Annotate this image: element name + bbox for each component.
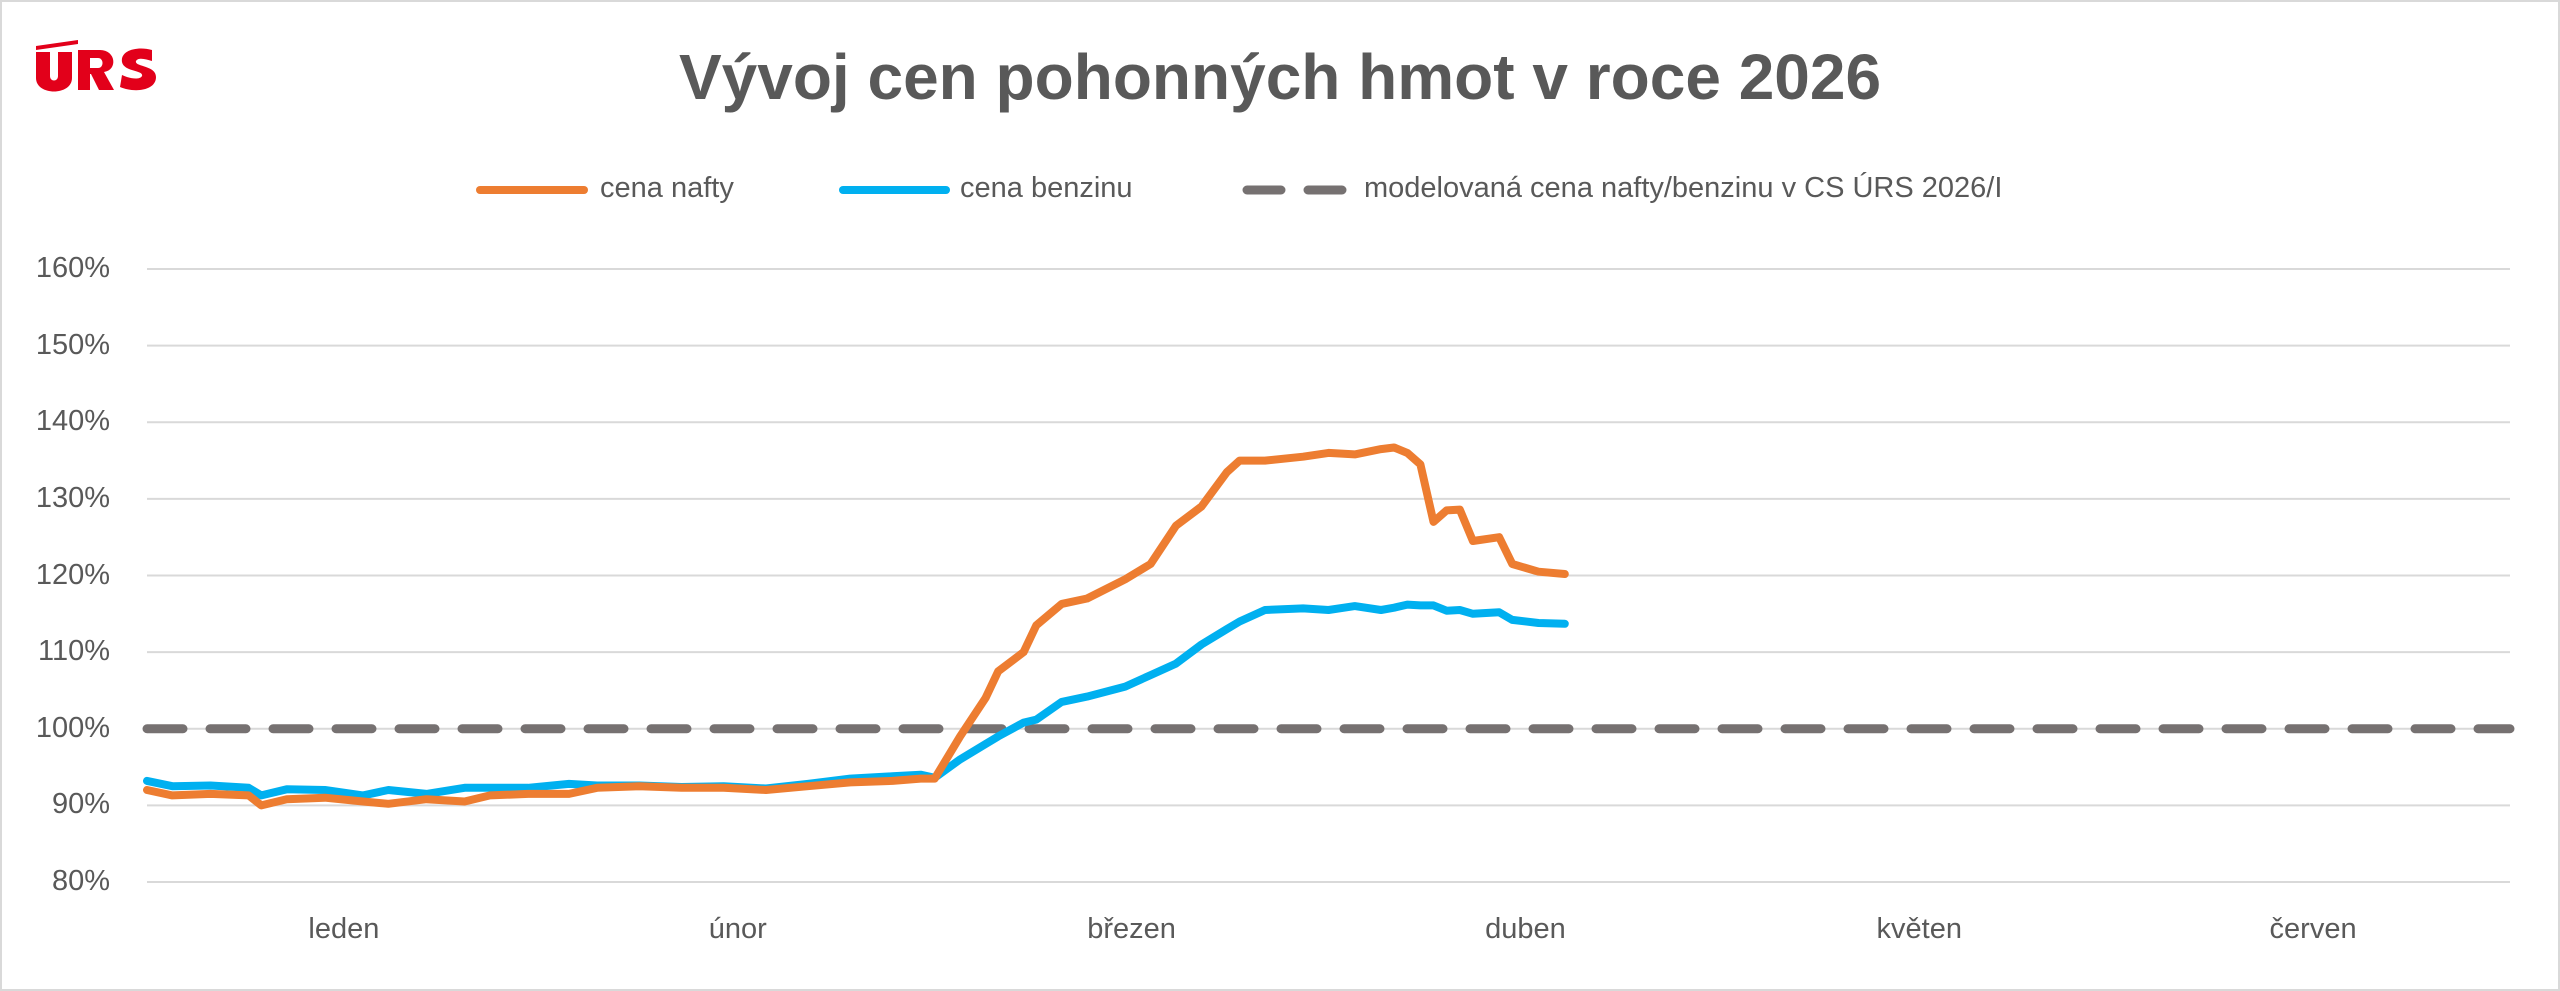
y-tick-label: 100% [35, 711, 110, 744]
y-tick-label: 150% [35, 328, 110, 361]
series-line-benzin [143, 600, 1569, 800]
y-tick-label: 140% [35, 405, 110, 438]
legend-label-model: modelovaná cena nafty/benzinu v CS ÚRS 2… [1364, 172, 2003, 204]
series-line-nafta [143, 443, 1569, 810]
y-tick-label: 160% [35, 252, 110, 284]
y-tick-label: 80% [51, 865, 110, 897]
x-tick-label: únor [708, 913, 767, 945]
x-tick-label: květen [1876, 913, 1962, 945]
x-tick-label: leden [308, 913, 380, 945]
x-tick-label: březen [1087, 913, 1176, 945]
y-tick-label: 110% [37, 635, 110, 668]
y-tick-label: 130% [35, 481, 110, 514]
x-tick-label: duben [1485, 913, 1566, 945]
x-tick-label: červen [2269, 913, 2357, 945]
y-tick-label: 90% [51, 788, 110, 821]
urs-logo [36, 40, 156, 92]
legend-label-benzin: cena benzinu [960, 172, 1133, 204]
y-tick-label: 120% [35, 558, 110, 591]
chart-title: Vývoj cen pohonných hmot v roce 2026 [678, 41, 1882, 113]
legend-label-nafta: cena nafty [600, 172, 734, 204]
